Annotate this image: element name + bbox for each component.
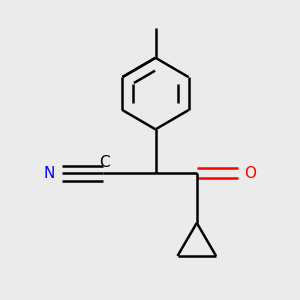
Text: N: N: [44, 166, 55, 181]
Text: O: O: [244, 166, 256, 181]
Text: C: C: [99, 155, 110, 170]
